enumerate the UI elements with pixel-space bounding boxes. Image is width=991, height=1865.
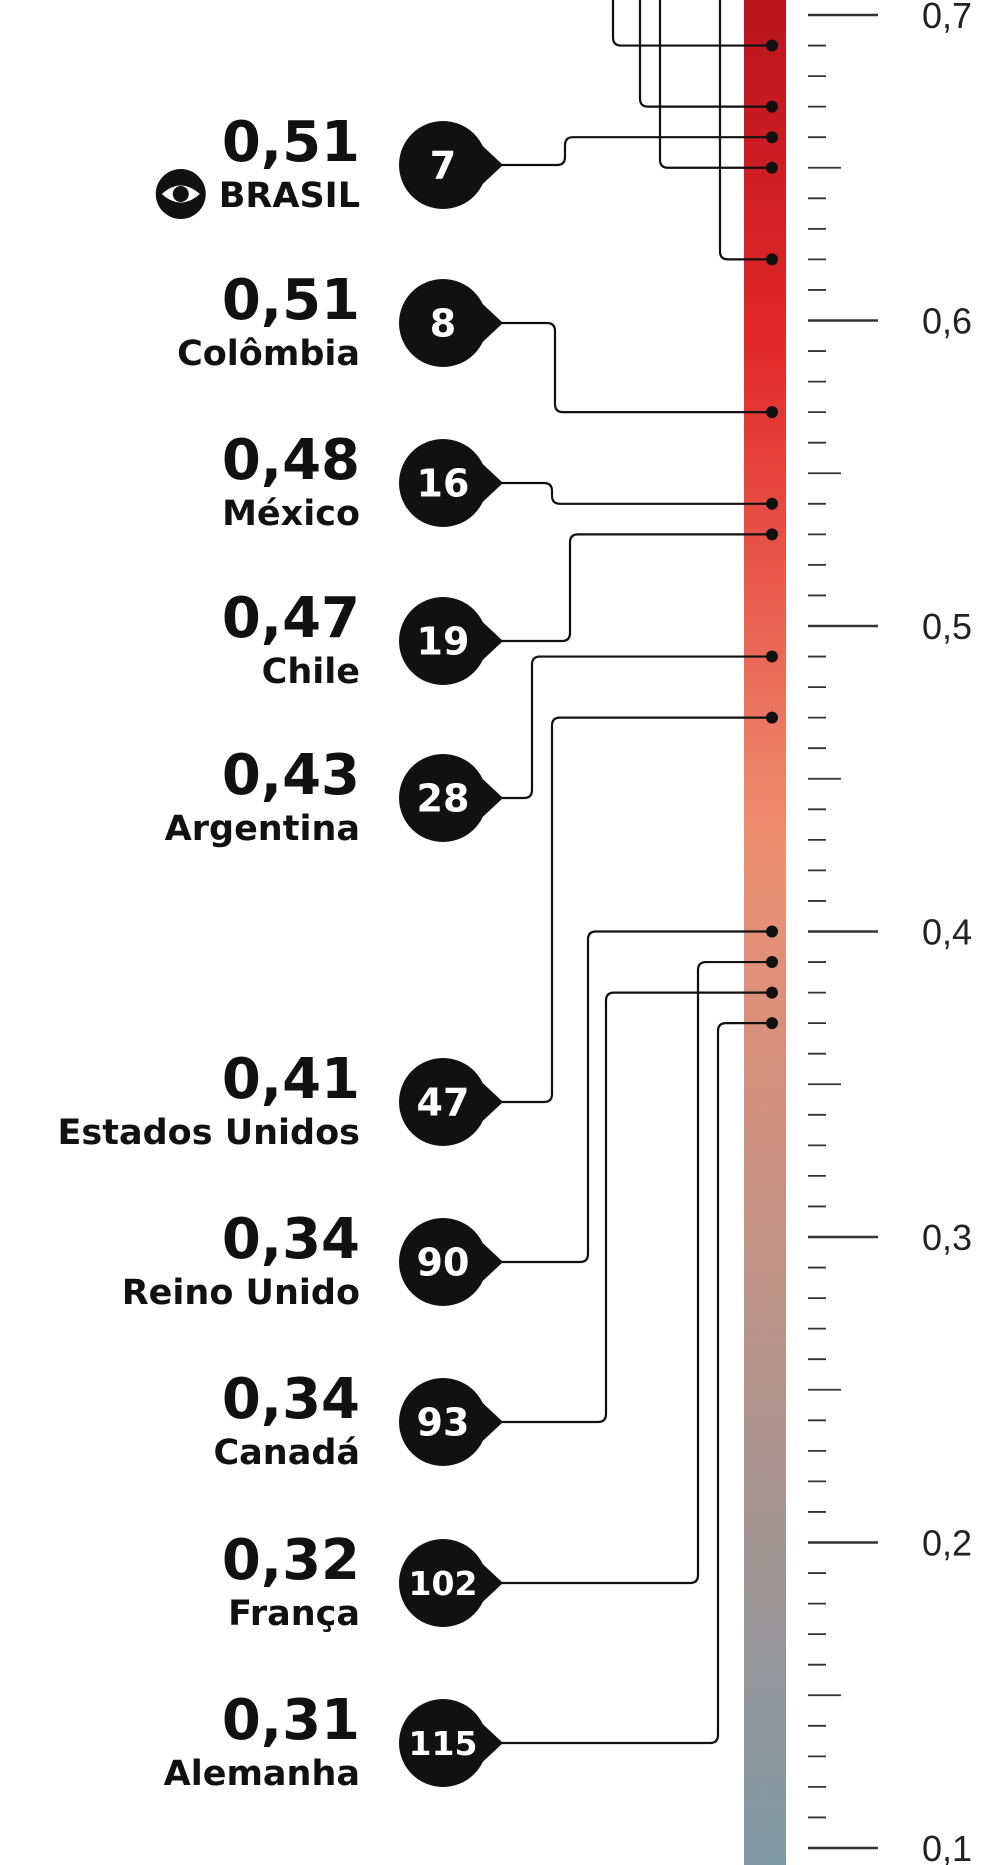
data-point — [766, 711, 778, 724]
leader-line — [501, 930, 772, 1264]
country-label: Reino Unido — [122, 1273, 360, 1313]
axis-tick-label: 0,1 — [922, 1828, 972, 1865]
leader-line — [718, 0, 772, 261]
axis-tick-label: 0,5 — [922, 606, 972, 647]
rank-badge: 115 — [399, 1699, 503, 1787]
data-point — [766, 39, 778, 52]
value-label: 0,48 — [222, 428, 360, 493]
data-point — [766, 161, 778, 174]
country-label: BRASIL — [219, 176, 360, 216]
leader-line — [611, 0, 772, 47]
data-point — [766, 253, 778, 266]
country-label: França — [228, 1594, 360, 1634]
rank-badge: 7 — [399, 121, 503, 209]
rank-number: 7 — [430, 144, 456, 188]
rank-badge: 19 — [399, 597, 503, 685]
leader-line — [658, 0, 772, 169]
rank-badge: 90 — [399, 1218, 503, 1306]
rank-badge: 102 — [399, 1539, 503, 1627]
data-point — [766, 406, 778, 419]
leader-line — [501, 481, 772, 505]
rank-number: 102 — [409, 1564, 478, 1603]
leader-line — [501, 655, 772, 800]
leader-line — [501, 321, 772, 414]
data-point — [766, 1017, 778, 1030]
country-label: Chile — [262, 652, 360, 692]
leader-line — [501, 1022, 772, 1745]
country-label: Argentina — [165, 809, 360, 849]
data-point — [766, 100, 778, 113]
value-label: 0,34 — [222, 1207, 360, 1272]
rank-number: 93 — [417, 1401, 470, 1445]
data-point — [766, 528, 778, 541]
country-label: Estados Unidos — [58, 1113, 360, 1153]
rank-number: 115 — [409, 1724, 478, 1763]
value-label: 0,47 — [222, 586, 360, 651]
axis-tick-label: 0,6 — [922, 301, 972, 342]
country-label: Colômbia — [177, 334, 360, 374]
rank-number: 8 — [430, 302, 456, 346]
axis-ticks: 0,7 0,6 0,5 0,4 0,3 0,2 0,1 — [808, 0, 972, 1865]
value-label: 0,34 — [222, 1367, 360, 1432]
rank-number: 19 — [417, 620, 470, 664]
country-label: México — [222, 494, 360, 534]
rank-badge: 47 — [399, 1058, 503, 1146]
data-point — [766, 497, 778, 510]
rank-badge: 8 — [399, 279, 503, 367]
data-point — [766, 925, 778, 938]
country-labels: 70,51BRASIL80,51Colômbia160,48México190,… — [58, 110, 503, 1794]
axis-tick-label: 0,2 — [922, 1523, 972, 1564]
leader-lines — [501, 0, 772, 1745]
axis-tick-label: 0,4 — [922, 912, 972, 953]
rank-badge: 28 — [399, 754, 503, 842]
data-point — [766, 650, 778, 663]
axis-tick-label: 0,7 — [922, 0, 972, 36]
rank-number: 28 — [417, 777, 470, 821]
rank-number: 47 — [417, 1081, 470, 1125]
rank-badge: 16 — [399, 439, 503, 527]
leader-line — [501, 533, 772, 643]
rank-number: 16 — [417, 462, 470, 506]
data-point — [766, 131, 778, 144]
value-label: 0,51 — [222, 110, 360, 175]
data-points — [766, 39, 778, 1030]
leader-line — [501, 960, 772, 1585]
leader-line — [638, 0, 772, 108]
axis-tick-label: 0,3 — [922, 1217, 972, 1258]
value-label: 0,43 — [222, 743, 360, 808]
data-point — [766, 956, 778, 969]
data-point — [766, 986, 778, 999]
country-label: Canadá — [213, 1433, 360, 1473]
country-label: Alemanha — [164, 1754, 360, 1794]
value-label: 0,51 — [222, 268, 360, 333]
value-label: 0,41 — [222, 1047, 360, 1112]
leader-line — [501, 716, 772, 1104]
value-label: 0,31 — [222, 1688, 360, 1753]
leader-line — [501, 991, 772, 1424]
value-label: 0,32 — [222, 1528, 360, 1593]
brand-eye-icon — [155, 169, 206, 219]
rank-badge: 93 — [399, 1378, 503, 1466]
leader-line — [501, 136, 772, 167]
rank-number: 90 — [417, 1241, 470, 1285]
